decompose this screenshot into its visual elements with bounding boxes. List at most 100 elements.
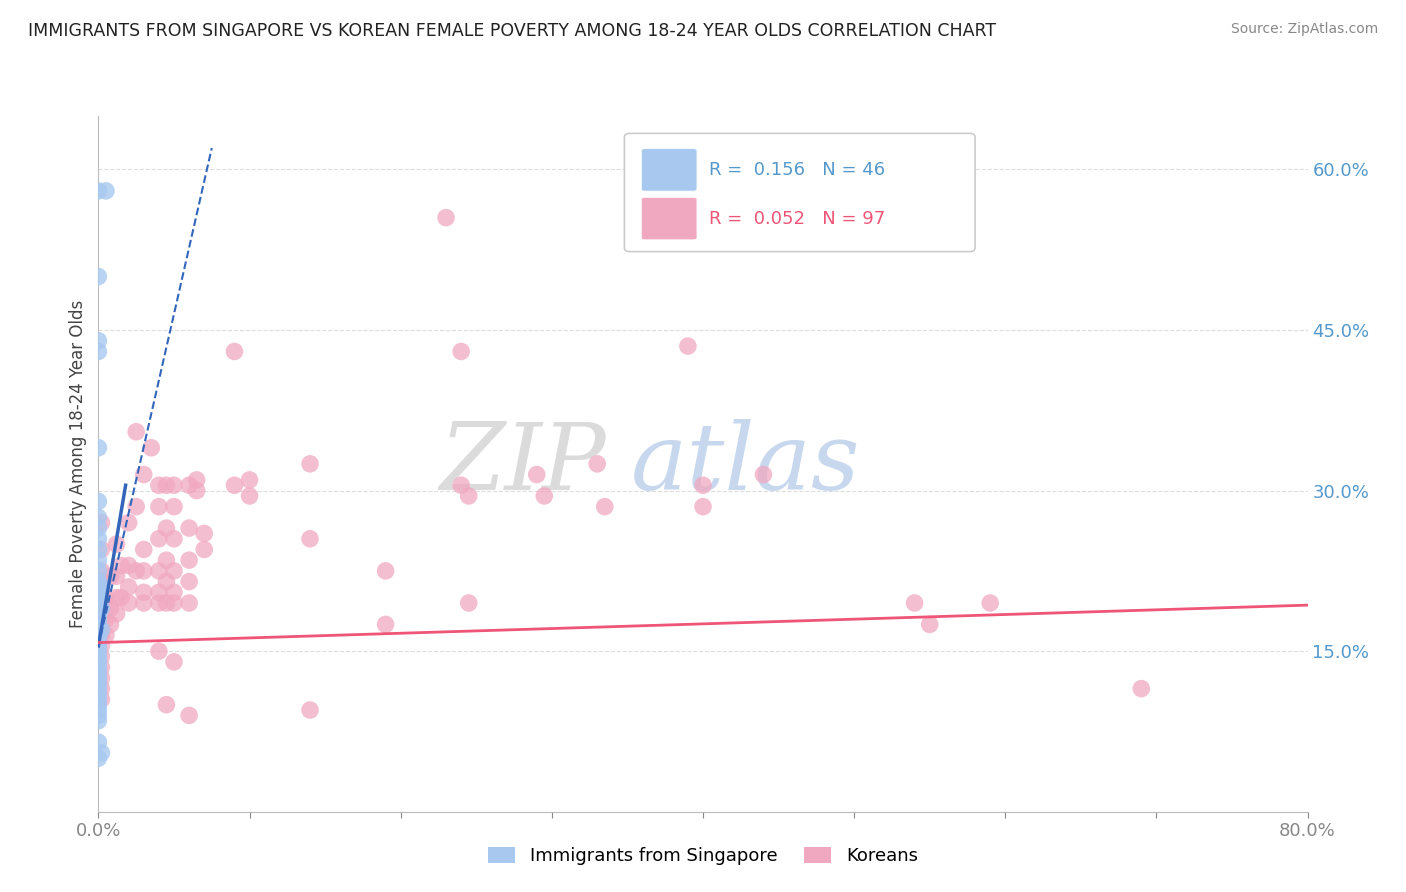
Point (90, 639, 112, 653)
Point (90, 542, 112, 557)
Point (87, 649, 110, 664)
Point (110, 558, 132, 573)
Point (299, 457, 322, 471)
Point (177, 553, 201, 567)
Point (163, 596, 186, 610)
Point (87, 269, 110, 284)
Point (110, 591, 132, 605)
Text: ZIP: ZIP (440, 419, 606, 508)
Point (87, 671, 110, 685)
Point (193, 526, 215, 541)
Point (118, 558, 141, 573)
Point (100, 617, 122, 632)
Point (155, 521, 177, 535)
Point (87, 553, 110, 567)
Point (533, 489, 555, 503)
FancyBboxPatch shape (624, 134, 976, 252)
Point (1130, 681, 1153, 696)
Point (148, 532, 170, 546)
Point (90, 601, 112, 615)
Point (94, 601, 117, 615)
Point (94, 612, 117, 626)
Text: R =  0.052   N = 97: R = 0.052 N = 97 (709, 210, 886, 228)
Point (90, 585, 112, 599)
Point (90, 623, 112, 637)
Point (177, 574, 201, 589)
Point (100, 569, 122, 583)
Point (105, 569, 128, 583)
Point (118, 516, 141, 530)
Point (904, 596, 927, 610)
Point (87, 184, 110, 198)
Point (692, 500, 714, 514)
Point (450, 344, 472, 359)
Point (434, 211, 457, 225)
Point (90, 660, 112, 674)
Point (87, 585, 110, 599)
Point (526, 467, 548, 482)
Point (105, 591, 128, 605)
Point (87, 334, 110, 348)
Point (752, 467, 775, 482)
Point (374, 564, 396, 578)
Point (177, 708, 201, 723)
Point (676, 339, 699, 353)
Point (87, 703, 110, 717)
Point (87, 596, 110, 610)
Point (148, 500, 170, 514)
Point (177, 596, 201, 610)
Point (87, 655, 110, 669)
Point (163, 655, 186, 669)
Point (90, 580, 112, 594)
Point (141, 441, 163, 455)
Point (87, 751, 110, 765)
Point (87, 644, 110, 658)
Point (87, 628, 110, 642)
Point (186, 483, 208, 498)
Point (155, 596, 177, 610)
Point (94, 591, 117, 605)
Point (90, 596, 112, 610)
Point (163, 564, 186, 578)
Point (87, 564, 110, 578)
Point (118, 596, 141, 610)
Point (87, 591, 110, 605)
FancyBboxPatch shape (641, 149, 697, 191)
Point (177, 521, 201, 535)
FancyBboxPatch shape (641, 197, 697, 240)
Point (87, 714, 110, 728)
Point (105, 607, 128, 621)
Point (457, 596, 479, 610)
Point (155, 698, 177, 712)
Point (125, 500, 148, 514)
Point (90, 671, 112, 685)
Point (193, 542, 215, 557)
Point (239, 473, 262, 487)
Point (87, 692, 110, 706)
Point (87, 617, 110, 632)
Point (87, 639, 110, 653)
Text: atlas: atlas (630, 419, 860, 508)
Point (224, 478, 246, 492)
Point (148, 478, 170, 492)
Point (148, 585, 170, 599)
Point (87, 607, 110, 621)
Point (105, 537, 128, 551)
Point (90, 681, 112, 696)
Point (155, 574, 177, 589)
Point (87, 665, 110, 680)
Point (87, 676, 110, 690)
Point (90, 628, 112, 642)
Point (450, 478, 472, 492)
Point (224, 344, 246, 359)
Point (132, 564, 155, 578)
Point (163, 478, 186, 492)
Point (87, 601, 110, 615)
Point (87, 441, 110, 455)
Point (87, 580, 110, 594)
Point (90, 564, 112, 578)
Point (918, 617, 941, 632)
Point (87, 687, 110, 701)
Point (87, 521, 110, 535)
Point (299, 532, 322, 546)
